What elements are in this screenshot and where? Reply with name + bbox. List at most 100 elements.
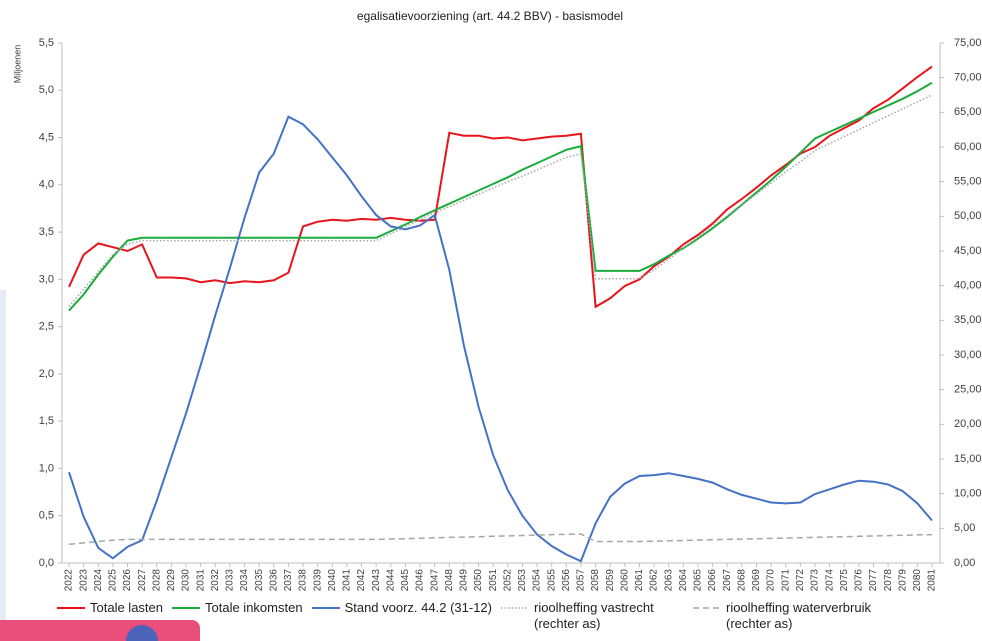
- x-tick-label: 2047: [429, 569, 440, 592]
- x-tick-label: 2059: [605, 569, 616, 592]
- y-tick-label: 2,0: [39, 368, 54, 380]
- series-line: [68, 81, 933, 312]
- chart-title: egalisatievoorziening (art. 44.2 BBV) - …: [357, 9, 623, 23]
- legend-swatch: [57, 607, 85, 609]
- x-tick-label: 2036: [268, 569, 279, 592]
- x-tick-label: 2043: [371, 569, 382, 592]
- x-tick-label: 2060: [619, 569, 630, 592]
- x-tick-label: 2034: [239, 569, 250, 592]
- x-tick-label: 2048: [444, 569, 455, 592]
- y2-tick-label: 50,00: [954, 210, 982, 222]
- series-line: [68, 65, 933, 309]
- y2-tick-label: 45,00: [954, 245, 982, 257]
- x-tick-label: 2077: [868, 569, 879, 592]
- x-tick-label: 2029: [166, 569, 177, 592]
- x-tick-label: 2022: [64, 569, 75, 592]
- x-tick-label: 2049: [459, 569, 470, 592]
- x-tick-label: 2058: [590, 569, 601, 592]
- y2-tick-label: 35,00: [954, 314, 982, 326]
- x-tick-label: 2041: [342, 569, 353, 592]
- x-tick-label: 2078: [883, 569, 894, 592]
- y-tick-label: 4,5: [39, 131, 54, 143]
- x-tick-label: 2037: [283, 569, 294, 592]
- legend-item: Stand voorz. 44.2 (31-12): [311, 600, 492, 616]
- x-tick-label: 2072: [795, 569, 806, 592]
- x-tick-label: 2024: [93, 569, 104, 592]
- x-tick-label: 2076: [854, 569, 865, 592]
- legend-item: Totale lasten: [56, 600, 163, 616]
- legend-item: rioolheffing waterverbruik (rechter as): [692, 600, 876, 632]
- x-tick-label: 2038: [298, 569, 309, 592]
- y-tick-label: 5,5: [39, 37, 54, 49]
- y-tick-label: 0,5: [39, 510, 54, 522]
- x-tick-label: 2045: [400, 569, 411, 592]
- x-tick-label: 2073: [810, 569, 821, 592]
- x-tick-label: 2074: [824, 569, 835, 592]
- x-tick-label: 2071: [780, 569, 791, 592]
- y-axis-label: Miljoenen: [12, 45, 22, 84]
- y-tick-label: 4,0: [39, 179, 54, 191]
- x-tick-label: 2069: [751, 569, 762, 592]
- series-line: [68, 533, 933, 546]
- x-tick-label: 2064: [678, 569, 689, 592]
- x-tick-label: 2067: [722, 569, 733, 592]
- x-tick-label: 2028: [151, 569, 162, 592]
- legend-label: Totale lasten: [90, 600, 163, 615]
- legend-swatch: [311, 607, 340, 609]
- x-tick-label: 2068: [736, 569, 747, 592]
- y-tick-label: 2,5: [39, 321, 54, 333]
- x-tick-label: 2053: [517, 569, 528, 592]
- x-tick-label: 2040: [327, 569, 338, 592]
- x-tick-label: 2044: [385, 569, 396, 592]
- legend-swatch: [692, 607, 721, 609]
- x-tick-label: 2051: [488, 569, 499, 592]
- legend-label: Totale inkomsten: [205, 600, 303, 615]
- x-tick-label: 2026: [122, 569, 133, 592]
- x-tick-label: 2035: [254, 569, 265, 592]
- y2-tick-label: 25,00: [954, 384, 982, 396]
- overlay-icon: [126, 625, 158, 641]
- x-tick-label: 2046: [415, 569, 426, 592]
- x-tick-label: 2066: [707, 569, 718, 592]
- legend-item: Totale inkomsten: [171, 600, 303, 616]
- series-line: [68, 94, 933, 307]
- y-tick-label: 3,5: [39, 226, 54, 238]
- y2-tick-label: 65,00: [954, 106, 982, 118]
- legend-swatch: [500, 607, 529, 609]
- x-tick-label: 2065: [693, 569, 704, 592]
- y-tick-label: 3,0: [39, 273, 54, 285]
- x-tick-label: 2054: [532, 569, 543, 592]
- x-tick-label: 2031: [195, 569, 206, 592]
- x-tick-label: 2070: [766, 569, 777, 592]
- x-tick-label: 2023: [78, 569, 89, 592]
- y2-tick-label: 70,00: [954, 72, 982, 84]
- x-tick-label: 2062: [649, 569, 660, 592]
- y2-tick-label: 10,00: [954, 488, 982, 500]
- legend-item: rioolheffing vastrecht (rechter as): [500, 600, 684, 632]
- x-tick-label: 2081: [927, 569, 938, 592]
- x-tick-label: 2080: [912, 569, 923, 592]
- legend-label: rioolheffing waterverbruik (rechter as): [725, 600, 871, 631]
- x-tick-label: 2055: [546, 569, 557, 592]
- y-tick-label: 0,0: [39, 557, 54, 569]
- x-tick-label: 2032: [210, 569, 221, 592]
- y-tick-label: 1,0: [39, 462, 54, 474]
- y-tick-label: 1,5: [39, 415, 54, 427]
- y2-tick-label: 30,00: [954, 349, 982, 361]
- y2-tick-label: 5,00: [954, 522, 975, 534]
- legend-label: Stand voorz. 44.2 (31-12): [344, 600, 492, 615]
- x-tick-label: 2075: [839, 569, 850, 592]
- series-line: [68, 115, 933, 563]
- y2-tick-label: 60,00: [954, 141, 982, 153]
- y2-tick-label: 55,00: [954, 176, 982, 188]
- y2-tick-label: 0,00: [954, 557, 975, 569]
- x-tick-label: 2033: [225, 569, 236, 592]
- y-tick-label: 5,0: [39, 84, 54, 96]
- x-tick-label: 2025: [108, 569, 119, 592]
- legend-swatch: [172, 607, 200, 609]
- x-tick-label: 2027: [137, 569, 148, 592]
- y2-tick-label: 15,00: [954, 453, 982, 465]
- x-tick-label: 2050: [473, 569, 484, 592]
- x-tick-label: 2061: [634, 569, 645, 592]
